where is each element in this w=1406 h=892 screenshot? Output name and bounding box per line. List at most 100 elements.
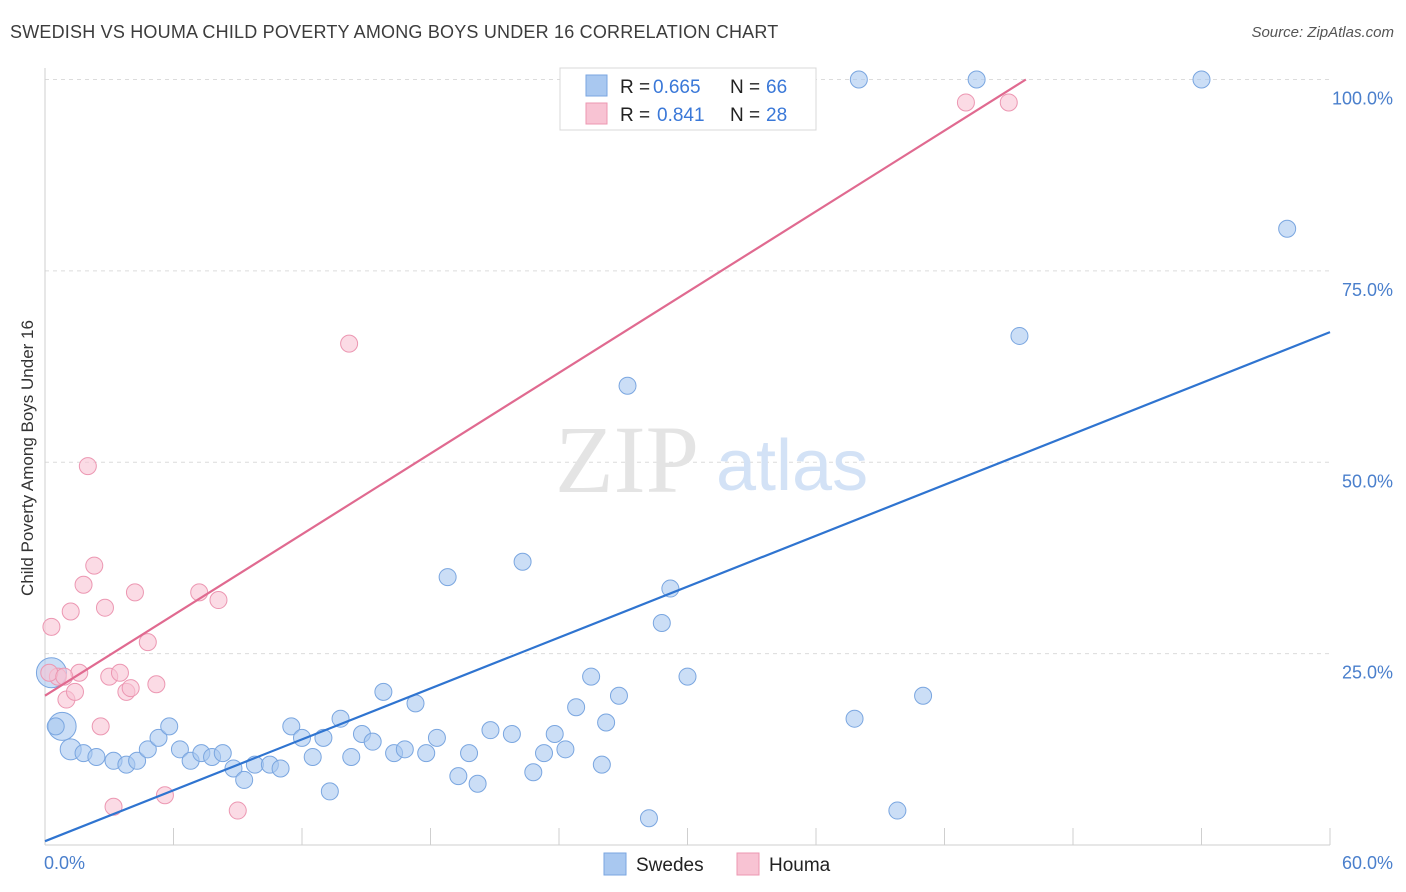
- grid-lines: [45, 79, 1330, 655]
- swedes-point-61: [967, 70, 986, 89]
- y-tick-label-3: 100.0%: [1332, 89, 1393, 109]
- swedes-point-50: [597, 713, 616, 732]
- swedes-point-60: [914, 686, 933, 705]
- houma-point-4: [65, 682, 84, 701]
- swedes-point-39: [468, 774, 487, 793]
- swedes-point-56: [678, 667, 697, 686]
- legend: R = 0.665 N = 66 R = 0.841 N = 28: [559, 67, 817, 131]
- swedes-point-59: [888, 801, 907, 820]
- swedes-point-41: [502, 725, 521, 744]
- chart-title: SWEDISH VS HOUMA CHILD POVERTY AMONG BOY…: [10, 22, 779, 42]
- swedes-point-8: [138, 740, 157, 759]
- legend-r-houma: 0.841: [657, 105, 705, 126]
- houma-point-22: [228, 801, 247, 820]
- bottom-legend-swedes: Swedes: [636, 855, 704, 876]
- swedes-point-11: [170, 740, 189, 759]
- swedes-point-15: [213, 744, 232, 763]
- axes: [44, 68, 1331, 846]
- swedes-point-7: [128, 751, 147, 770]
- swedes-point-51: [609, 686, 628, 705]
- swedes-point-21: [282, 717, 301, 736]
- swedes-point-64: [1278, 219, 1297, 238]
- y-tick-label-2: 75.0%: [1342, 280, 1393, 300]
- houma-point-13: [110, 663, 129, 682]
- houma-trend-line: [44, 78, 1027, 697]
- x-tick-label-max: 60.0%: [1342, 853, 1393, 873]
- swedes-point-42: [513, 552, 532, 571]
- houma-point-15: [121, 679, 140, 698]
- swedes-point-52: [618, 376, 637, 395]
- houma-point-25: [999, 93, 1018, 112]
- swedes-point-38: [460, 744, 479, 763]
- swedes-point-53: [639, 809, 658, 828]
- swedes-point-25: [320, 782, 339, 801]
- legend-n-swedes: 66: [766, 77, 787, 98]
- swedes-point-44: [535, 744, 554, 763]
- x-tick-label-min: 0.0%: [44, 853, 85, 873]
- swedes-point-40: [481, 721, 500, 740]
- swedes-point-49: [592, 755, 611, 774]
- swedes-point-10: [160, 717, 179, 736]
- houma-point-24: [956, 93, 975, 112]
- swedes-point-47: [567, 698, 586, 717]
- swedes-point-4: [87, 747, 106, 766]
- watermark: ZIP atlas: [555, 406, 868, 513]
- houma-point-23: [340, 334, 359, 353]
- watermark-atlas: atlas: [716, 426, 868, 506]
- swedes-point-62: [1010, 326, 1029, 345]
- tick-labels: 25.0% 50.0% 75.0% 100.0% 0.0% 60.0%: [44, 89, 1393, 874]
- legend-r-label-houma: R =: [620, 105, 650, 126]
- legend-swatch-houma: [585, 102, 608, 125]
- legend-swatch-swedes: [585, 74, 608, 97]
- data-points: [35, 70, 1297, 828]
- y-axis-title: Child Poverty Among Boys Under 16: [18, 320, 37, 596]
- houma-point-8: [85, 556, 104, 575]
- y-tick-label-1: 50.0%: [1342, 471, 1393, 491]
- bottom-legend-swatch-swedes: [603, 852, 627, 876]
- houma-point-12: [104, 797, 123, 816]
- swedes-point-46: [556, 740, 575, 759]
- watermark-zip: ZIP: [555, 406, 699, 513]
- swedes-point-32: [395, 740, 414, 759]
- houma-point-7: [78, 457, 97, 476]
- swedes-point-17: [235, 770, 254, 789]
- swedes-point-30: [374, 682, 393, 701]
- swedes-point-54: [652, 614, 671, 633]
- legend-r-swedes: 0.665: [653, 77, 701, 98]
- source-label: Source: ZipAtlas.com: [1251, 24, 1394, 41]
- legend-r-label-swedes: R =: [620, 77, 650, 98]
- houma-point-10: [95, 598, 114, 617]
- houma-point-3: [61, 602, 80, 621]
- swedes-point-27: [342, 747, 361, 766]
- houma-point-17: [138, 633, 157, 652]
- swedes-point-23: [303, 747, 322, 766]
- bottom-legend-houma: Houma: [769, 855, 831, 876]
- houma-point-21: [209, 591, 228, 610]
- legend-n-label-swedes: N =: [730, 77, 760, 98]
- swedes-point-37: [449, 767, 468, 786]
- houma-point-6: [74, 575, 93, 594]
- houma-point-16: [125, 583, 144, 602]
- swedes-point-9: [149, 728, 168, 747]
- swedes-point-29: [363, 732, 382, 751]
- legend-n-houma: 28: [766, 105, 787, 126]
- swedes-point-36: [438, 568, 457, 587]
- y-tick-label-0: 25.0%: [1342, 663, 1393, 683]
- swedes-point-34: [417, 744, 436, 763]
- houma-point-0: [42, 617, 61, 636]
- legend-n-label-houma: N =: [730, 105, 760, 126]
- swedes-point-45: [545, 725, 564, 744]
- swedes-point-58: [849, 70, 868, 89]
- swedes-trend-line: [44, 331, 1331, 843]
- swedes-point-57: [845, 709, 864, 728]
- swedes-point-35: [427, 728, 446, 747]
- houma-point-18: [147, 675, 166, 694]
- swedes-point-20: [271, 759, 290, 778]
- swedes-point-48: [582, 667, 601, 686]
- trend-lines: [44, 78, 1331, 843]
- swedes-point-43: [524, 763, 543, 782]
- bottom-legend-swatch-houma: [736, 852, 760, 876]
- swedes-point-63: [1192, 70, 1211, 89]
- houma-point-9: [91, 717, 110, 736]
